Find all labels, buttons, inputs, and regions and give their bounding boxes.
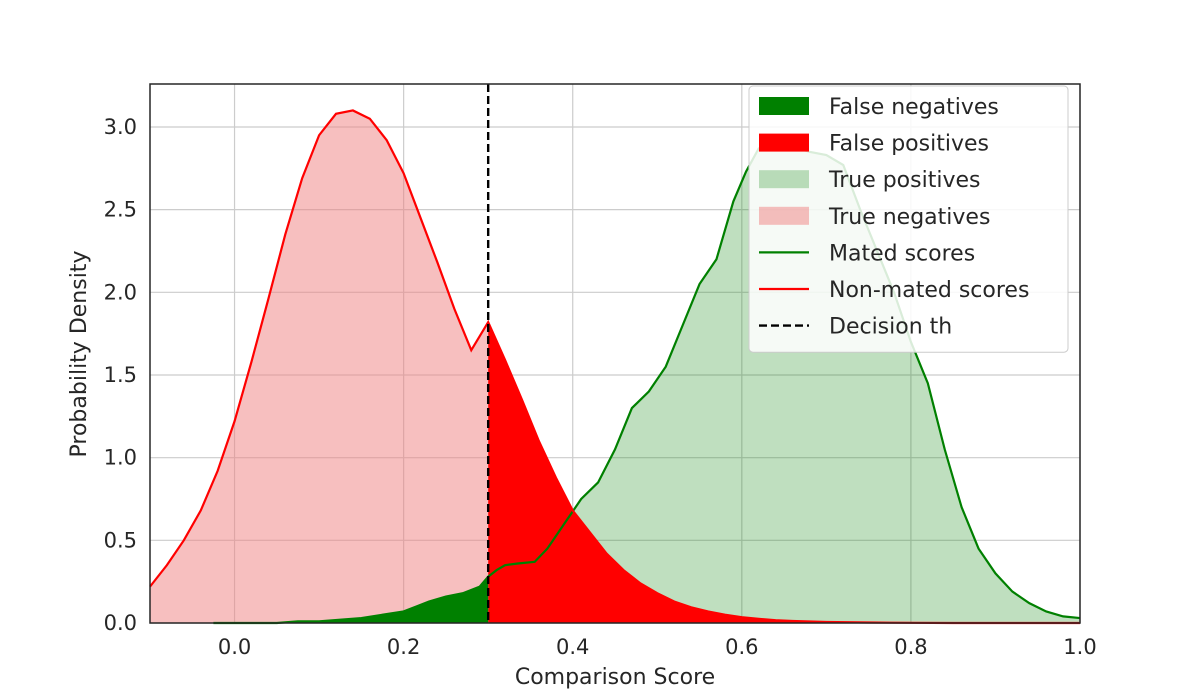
y-axis-label: Probability Density (67, 251, 92, 458)
shaded-areas (150, 110, 1080, 624)
plot-frame (149, 83, 1081, 624)
y-tick-label: 2.5 (104, 198, 137, 222)
y-tick-label: 0.0 (104, 611, 137, 635)
y-tick-label: 1.0 (104, 446, 137, 470)
x-tick-label: 0.6 (725, 635, 758, 659)
x-tick-label: 0.8 (894, 635, 927, 659)
legend-swatch (759, 170, 809, 189)
legend-label: True negatives (828, 205, 990, 230)
legend-swatch (759, 133, 809, 152)
mated-scores-line (213, 142, 1081, 625)
x-axis-label: Comparison Score (515, 665, 715, 690)
x-tick-label: 0.0 (218, 635, 251, 659)
legend-label: False negatives (829, 95, 999, 120)
density-lines (149, 84, 1081, 625)
legend-label: Decision th (829, 315, 952, 340)
y-tick-label: 2.0 (104, 280, 137, 304)
legend-label: Non-mated scores (829, 278, 1029, 303)
y-tick-label: 0.5 (104, 528, 137, 552)
false-positives-area (488, 322, 1080, 623)
y-tick-label: 1.5 (104, 363, 137, 387)
y-tick-label: 3.0 (104, 115, 137, 139)
false-negatives-area (213, 576, 489, 623)
axis-ticks: 0.0 0.2 0.4 0.6 0.8 1.0 0.0 0.5 1.0 1.5 2.0 2.5 3.0 (104, 115, 1097, 659)
legend-label: True positives (828, 168, 980, 193)
true-negatives-area (150, 110, 489, 624)
legend-label: False positives (829, 132, 989, 157)
legend-swatch (759, 206, 809, 225)
legend-swatch (759, 97, 809, 115)
x-tick-label: 0.2 (387, 635, 420, 659)
legend-box (748, 85, 1069, 353)
true-positives-area (488, 143, 1080, 623)
legend: False negatives False positives True posit… (748, 85, 1069, 353)
x-tick-label: 0.4 (556, 635, 589, 659)
legend-label: Mated scores (829, 241, 975, 266)
non-mated-scores-line (149, 109, 1080, 625)
x-tick-label: 1.0 (1063, 635, 1096, 659)
